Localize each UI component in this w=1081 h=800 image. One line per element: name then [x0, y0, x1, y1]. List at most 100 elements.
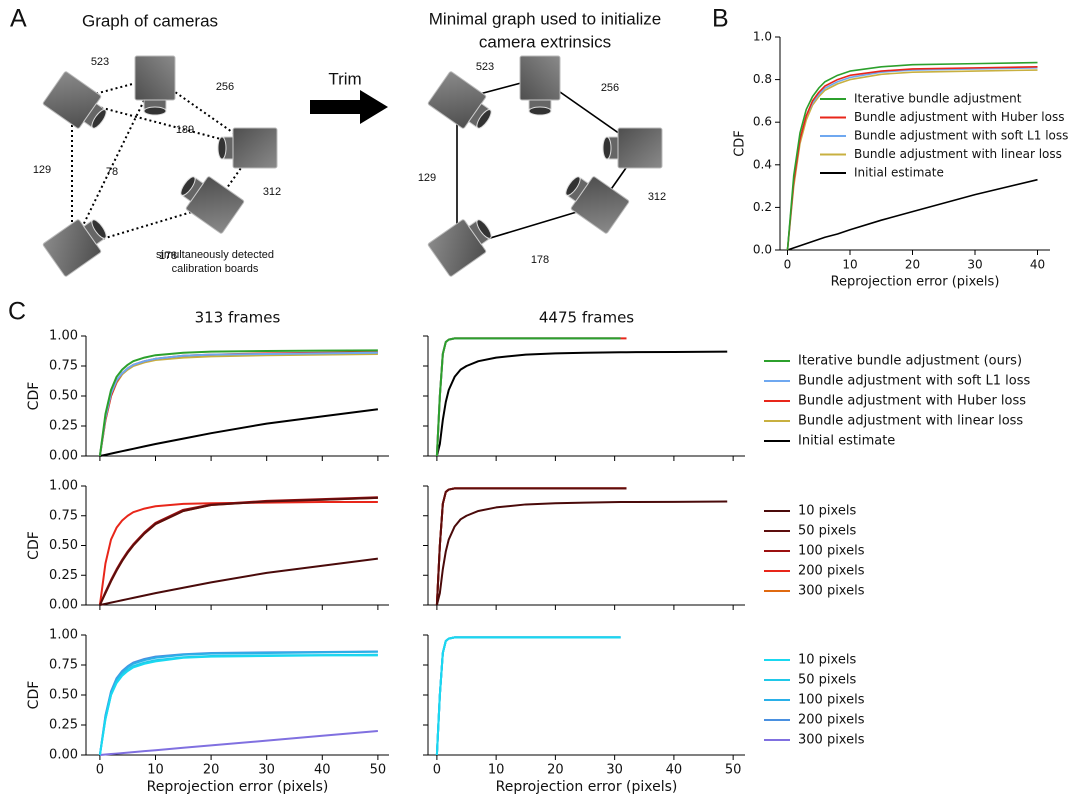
y-tick-label: 0.50 [49, 688, 78, 703]
edge-label: 523 [91, 56, 109, 68]
edge-label: 129 [33, 164, 51, 176]
cdf-line [98, 351, 378, 457]
cdf-line [99, 730, 378, 756]
camera-lens-front [217, 136, 227, 160]
y-tick-label: 0.8 [753, 72, 772, 86]
legend-label: Bundle adjustment with soft L1 loss [854, 129, 1068, 143]
camera-lens-front [476, 219, 492, 239]
x-tick-label: 50 [370, 763, 387, 778]
cdf-line [786, 61, 1038, 251]
subplot-title: 4475 frames [539, 309, 634, 327]
legend-label: 300 pixels [798, 733, 865, 748]
x-tick-label: 20 [905, 258, 920, 272]
y-axis-label: CDF [733, 130, 748, 157]
cdf-line [435, 337, 621, 457]
camera-icon [427, 219, 492, 277]
camera-lens-front [602, 136, 612, 160]
legend-label: 200 pixels [798, 564, 865, 579]
edge-label: 312 [648, 191, 666, 203]
x-tick-label: 40 [314, 763, 331, 778]
cdf-line [435, 500, 728, 606]
y-tick-label: 0.4 [753, 157, 772, 171]
legend-label: 100 pixels [798, 544, 865, 559]
cdf-line [435, 636, 621, 756]
y-tick-label: 1.0 [753, 30, 772, 44]
camera-icon [427, 71, 492, 129]
x-tick-label: 0 [96, 763, 104, 778]
cdf-line [435, 487, 627, 606]
x-tick-label: 40 [666, 763, 683, 778]
camera-lens-front [565, 176, 581, 196]
edge-label: 78 [106, 166, 118, 178]
trim-arrow [310, 90, 388, 124]
edge-label: 523 [476, 61, 494, 73]
camera-body [519, 55, 561, 101]
x-axis-label: Reprojection error (pixels) [831, 275, 1000, 290]
cdf-line [435, 636, 621, 756]
y-tick-label: 0.00 [49, 598, 78, 613]
legend-label: Bundle adjustment with Huber loss [798, 394, 1026, 409]
cdf-line [787, 178, 1038, 251]
camera-body [617, 127, 663, 169]
edge-label: 189 [176, 124, 194, 136]
cdf-line [98, 496, 378, 606]
x-tick-label: 0 [784, 258, 792, 272]
cdf-line [435, 636, 621, 756]
diagram-title: Graph of cameras [82, 11, 218, 30]
camera-lens-front [476, 109, 492, 129]
diagram-title: Minimal graph used to initialize [429, 9, 661, 28]
camera-lens-front [180, 176, 196, 196]
y-tick-label: 0.00 [49, 748, 78, 763]
cdf-line [435, 337, 621, 457]
y-tick-label: 1.00 [49, 479, 78, 494]
y-tick-label: 0.75 [49, 508, 78, 523]
cdf-line [786, 66, 1038, 251]
legend-label: 10 pixels [798, 504, 856, 519]
x-tick-label: 30 [967, 258, 982, 272]
legend-label: Bundle adjustment with Huber loss [854, 110, 1065, 124]
y-axis-label: CDF [26, 681, 42, 710]
x-tick-label: 30 [606, 763, 623, 778]
camera-icon [42, 71, 107, 129]
legend-label: Iterative bundle adjustment (ours) [798, 354, 1022, 369]
cdf-line [98, 650, 378, 756]
legend-label: Initial estimate [854, 166, 944, 180]
legend-label: 50 pixels [798, 673, 856, 688]
legend-label: 300 pixels [798, 584, 865, 599]
x-tick-label: 20 [547, 763, 564, 778]
y-tick-label: 0.00 [49, 449, 78, 464]
note: calibration boards [172, 263, 259, 275]
panel-letter: A [10, 5, 27, 33]
cdf-line [98, 653, 378, 756]
camera-icon [519, 55, 561, 116]
camera-lens-front [91, 219, 107, 239]
camera-lens-front [143, 106, 167, 116]
legend-label: Bundle adjustment with linear loss [854, 147, 1062, 161]
y-tick-label: 1.00 [49, 329, 78, 344]
y-tick-label: 0.6 [753, 115, 772, 129]
x-tick-label: 20 [203, 763, 220, 778]
x-tick-label: 10 [147, 763, 164, 778]
panel-letter: C [8, 298, 26, 326]
x-tick-label: 40 [1030, 258, 1045, 272]
x-tick-label: 10 [842, 258, 857, 272]
camera-icon [217, 127, 278, 169]
cdf-line [435, 487, 627, 606]
y-tick-label: 0.25 [49, 568, 78, 583]
cdf-line [435, 337, 621, 457]
y-axis-label: CDF [26, 531, 42, 560]
camera-lens-front [91, 109, 107, 129]
x-tick-label: 0 [433, 763, 441, 778]
camera-icon [42, 219, 107, 277]
y-tick-label: 0.50 [49, 538, 78, 553]
legend-label: Bundle adjustment with soft L1 loss [798, 374, 1030, 389]
camera-body [232, 127, 278, 169]
cdf-line [99, 557, 379, 606]
legend-label: Bundle adjustment with linear loss [798, 414, 1023, 429]
legend-label: Initial estimate [798, 434, 895, 449]
cdf-line [98, 501, 378, 606]
legend-label: 200 pixels [798, 713, 865, 728]
legend-label: Iterative bundle adjustment [854, 92, 1022, 106]
camera-lens-front [528, 106, 552, 116]
